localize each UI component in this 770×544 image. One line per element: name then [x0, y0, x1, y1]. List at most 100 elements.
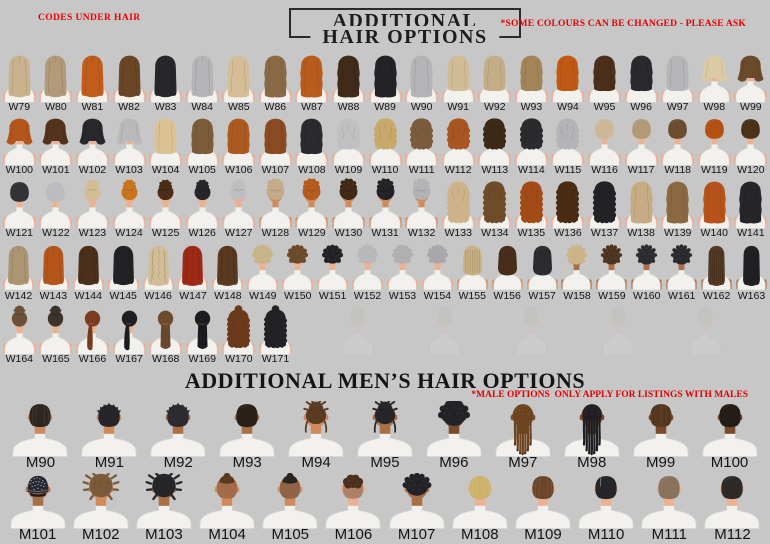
- hair-code: W158: [563, 290, 591, 302]
- hair-code: W156: [493, 290, 521, 302]
- hair-code: W93: [520, 101, 543, 113]
- hair-option-w105: W105: [184, 115, 221, 178]
- hair-option-m112: M112: [701, 473, 764, 543]
- hair-code: M91: [94, 454, 124, 471]
- hair-option-w134: W134: [477, 178, 514, 241]
- hair-code: W153: [388, 290, 417, 302]
- hair-code: W101: [42, 164, 70, 176]
- hair-code: M99: [646, 454, 676, 471]
- hair-figure: [332, 118, 365, 166]
- hair-code: W145: [109, 290, 137, 302]
- hair-figure: [295, 118, 328, 166]
- hair-option-m102: M102: [69, 473, 132, 543]
- hair-figure: [186, 179, 219, 229]
- hair-option-w101: W101: [38, 115, 75, 178]
- hair-code: M102: [81, 526, 120, 543]
- hair-figure: [641, 476, 697, 529]
- hair-code: W113: [481, 164, 509, 176]
- hair-code: M108: [461, 526, 499, 543]
- hair-option-w104: W104: [147, 115, 184, 178]
- hair-option-m110: M110: [575, 473, 638, 543]
- hair-figure: [564, 404, 620, 457]
- hair-figure: [108, 245, 139, 291]
- hair-figure: [76, 118, 109, 166]
- hair-code: W161: [667, 290, 696, 302]
- hair-option-w163: W163: [734, 241, 769, 304]
- hair-figure: [551, 55, 584, 103]
- hair-option-w102: W102: [74, 115, 111, 178]
- hair-figure: [3, 305, 36, 355]
- hair-option-w133: W133: [440, 178, 477, 241]
- hair-option-m109: M109: [511, 473, 574, 543]
- hair-code: W131: [371, 227, 399, 239]
- hair-figure: [369, 178, 402, 229]
- hair-code: W130: [334, 227, 363, 239]
- hair-option-w130: W130: [330, 178, 367, 241]
- hair-code: W120: [737, 164, 765, 176]
- hair-option-w84: W84: [184, 52, 221, 115]
- hair-code: W168: [151, 353, 180, 365]
- hair-code: W170: [225, 353, 253, 365]
- hair-figure: [186, 118, 219, 166]
- hair-option-w156: W156: [490, 241, 525, 304]
- hair-code: W126: [188, 227, 216, 239]
- hair-code: W162: [702, 290, 731, 302]
- hair-figure: [39, 305, 72, 355]
- hair-code: W105: [188, 164, 216, 176]
- mens-section-header: ADDITIONAL MEN’S HAIR OPTIONS *MALE OPTI…: [0, 367, 770, 401]
- hair-figure: [76, 179, 109, 229]
- hair-figure: [369, 55, 402, 103]
- hair-code: M110: [587, 526, 625, 543]
- hair-option-m91: M91: [75, 401, 144, 473]
- hair-option-w99: W99: [733, 52, 770, 115]
- hair-figure: [452, 476, 508, 529]
- mens-title: ADDITIONAL MEN’S HAIR OPTIONS: [184, 368, 586, 393]
- hair-code: W116: [591, 164, 618, 176]
- hair-code: W163: [737, 290, 766, 302]
- hair-option-w127: W127: [220, 178, 257, 241]
- women-row-4: W142 W143 W144 W145 W146 W147 W148 W149 …: [0, 241, 770, 304]
- hair-code: W122: [42, 227, 70, 239]
- hair-code: W150: [283, 290, 312, 302]
- hair-figure: [186, 55, 219, 103]
- hair-code: W144: [74, 290, 102, 302]
- hair-option-m103: M103: [132, 473, 195, 543]
- hair-figure: [295, 178, 328, 229]
- hair-code: W125: [151, 227, 180, 239]
- hair-code: W92: [484, 101, 506, 113]
- hair-code: W151: [318, 290, 347, 302]
- mens-note: *MALE OPTIONS ONLY APPLY FOR LISTINGS WI…: [471, 390, 748, 400]
- hair-option-w144: W144: [71, 241, 106, 304]
- hair-code: W84: [191, 101, 213, 113]
- hair-figure: [588, 119, 621, 166]
- hair-code: M93: [232, 454, 262, 471]
- page-title-line2: HAIR OPTIONS: [310, 26, 500, 49]
- hair-option-w131: W131: [367, 178, 404, 241]
- hair-code: M98: [577, 454, 607, 471]
- hair-option-w136: W136: [550, 178, 587, 241]
- hair-figure: [3, 118, 36, 166]
- hair-option-w150: W150: [280, 241, 315, 304]
- hair-code: W88: [337, 101, 360, 113]
- hair-code: W143: [39, 290, 68, 302]
- page-title: ADDITIONAL HAIR OPTIONS: [289, 8, 521, 49]
- hair-option-w140: W140: [696, 178, 733, 241]
- hair-code: M109: [524, 526, 562, 543]
- hair-figure: [352, 244, 383, 291]
- hair-code: W81: [81, 101, 104, 113]
- hair-code: W86: [264, 101, 287, 113]
- hair-option-w132: W132: [403, 178, 440, 241]
- hair-figure: [259, 118, 292, 166]
- hair-figure: [578, 476, 634, 529]
- hair-figure: [515, 118, 548, 166]
- hair-option-w128: W128: [257, 178, 294, 241]
- hair-code: W127: [225, 227, 253, 239]
- hair-option-m111: M111: [638, 473, 701, 543]
- hair-figure: [515, 181, 548, 229]
- hair-option-w109: W109: [330, 115, 367, 178]
- hair-figure: [661, 55, 694, 103]
- hair-figure: [551, 181, 584, 229]
- ghost-figure: [602, 305, 635, 355]
- hair-option-w79: W79: [1, 52, 38, 115]
- hair-code: W107: [261, 164, 290, 176]
